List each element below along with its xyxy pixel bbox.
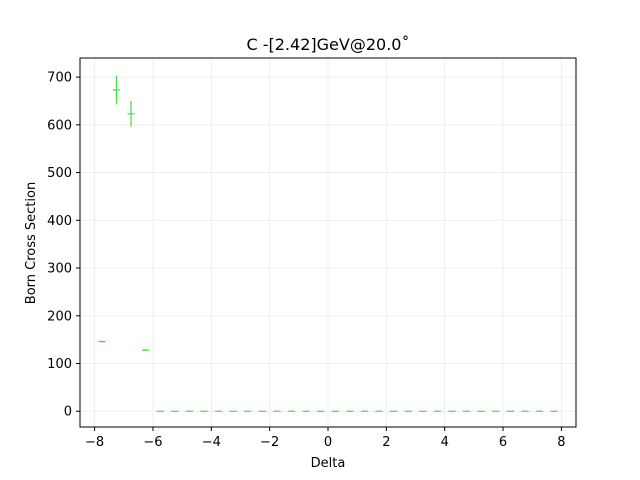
y-tick-label: 400: [47, 214, 72, 229]
y-tick-label: 700: [47, 71, 72, 86]
x-tick-label: 0: [324, 435, 332, 450]
y-tick-label: 300: [47, 262, 72, 277]
x-axis: −8 −6 −4 −2 0 2 4 6 8: [85, 427, 566, 450]
y-axis: 0 100 200 300 400 500 600 700: [47, 71, 80, 420]
y-tick-label: 0: [64, 405, 72, 420]
data-point: [127, 100, 135, 127]
y-axis-label: Born Cross Section: [24, 182, 39, 304]
y-tick-label: 200: [47, 309, 72, 324]
y-tick-label: 600: [47, 118, 72, 133]
x-tick-label: −2: [260, 435, 279, 450]
y-tick-label: 500: [47, 166, 72, 181]
x-tick-label: 8: [557, 435, 565, 450]
x-tick-label: 2: [382, 435, 390, 450]
grid: [80, 58, 576, 427]
chart-title: C -[2.42]GeV@20.0˚: [247, 35, 410, 54]
data-series: [98, 75, 558, 412]
x-tick-label: −6: [143, 435, 162, 450]
x-axis-label: Delta: [311, 456, 346, 471]
y-tick-label: 100: [47, 357, 72, 372]
data-point: [98, 340, 106, 343]
x-tick-label: 4: [441, 435, 449, 450]
x-tick-label: −8: [85, 435, 104, 450]
data-point: [142, 349, 150, 352]
x-tick-label: 6: [499, 435, 507, 450]
data-point: [112, 75, 121, 105]
x-tick-label: −4: [202, 435, 221, 450]
